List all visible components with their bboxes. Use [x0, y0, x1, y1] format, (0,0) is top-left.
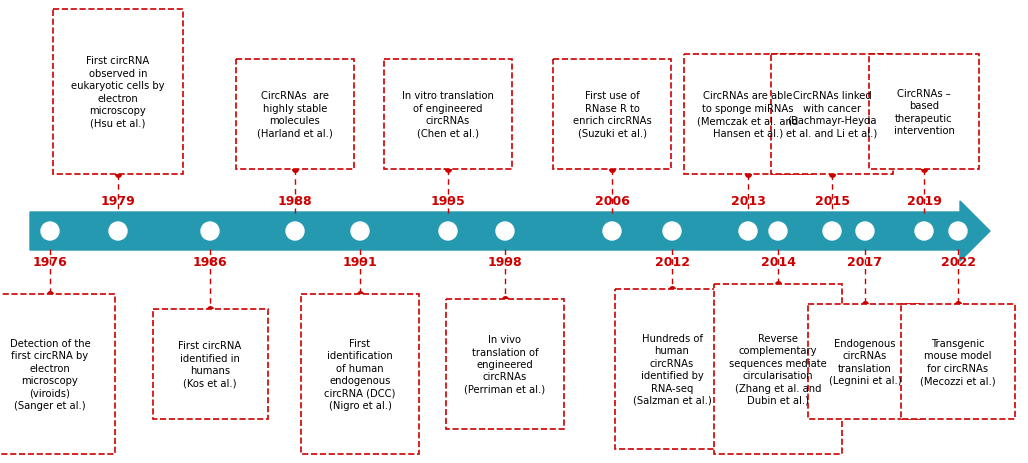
Text: Endogenous
circRNAs
translation
(Legnini et al.): Endogenous circRNAs translation (Legnini…	[829, 338, 902, 385]
Circle shape	[495, 223, 514, 240]
FancyBboxPatch shape	[869, 55, 979, 169]
FancyBboxPatch shape	[771, 55, 893, 175]
Text: CircRNAs are able
to sponge miRNAs
(Memczak et al. and
Hansen et al.): CircRNAs are able to sponge miRNAs (Memc…	[697, 91, 799, 138]
Circle shape	[194, 216, 226, 247]
Circle shape	[351, 223, 369, 240]
FancyBboxPatch shape	[384, 60, 512, 169]
FancyBboxPatch shape	[901, 304, 1015, 419]
FancyBboxPatch shape	[808, 304, 922, 419]
Text: In vitro translation
of engineered
circRNAs
(Chen et al.): In vitro translation of engineered circR…	[402, 91, 493, 138]
Circle shape	[915, 223, 933, 240]
Circle shape	[344, 216, 376, 247]
Circle shape	[739, 223, 757, 240]
Circle shape	[603, 223, 621, 240]
Circle shape	[849, 216, 881, 247]
Text: First
identification
of human
endogenous
circRNA (DCC)
(Nigro et al.): First identification of human endogenous…	[324, 338, 396, 410]
Text: CircRNAs linked
with cancer
(Bachmayr-Heyda
et al. and Li et al.): CircRNAs linked with cancer (Bachmayr-He…	[786, 91, 878, 138]
Text: 1995: 1995	[431, 194, 466, 207]
Circle shape	[34, 216, 66, 247]
FancyArrow shape	[30, 201, 990, 262]
Circle shape	[279, 216, 311, 247]
Text: 2022: 2022	[941, 256, 976, 269]
Circle shape	[109, 223, 127, 240]
Circle shape	[656, 216, 688, 247]
Circle shape	[286, 223, 304, 240]
FancyBboxPatch shape	[553, 60, 671, 169]
FancyBboxPatch shape	[53, 10, 183, 175]
Text: CircRNAs  are
highly stable
molecules
(Harland et al.): CircRNAs are highly stable molecules (Ha…	[257, 91, 333, 138]
Circle shape	[596, 216, 628, 247]
FancyBboxPatch shape	[152, 309, 267, 419]
Circle shape	[816, 216, 848, 247]
Text: 2006: 2006	[594, 194, 629, 207]
Text: 1988: 1988	[278, 194, 313, 207]
Text: Hundreds of
human
circRNAs
identified by
RNA-seq
(Salzman et al.): Hundreds of human circRNAs identified by…	[632, 333, 711, 405]
FancyBboxPatch shape	[236, 60, 354, 169]
FancyBboxPatch shape	[714, 284, 842, 454]
Text: First use of
RNase R to
enrich circRNAs
(Suzuki et al.): First use of RNase R to enrich circRNAs …	[573, 91, 652, 138]
Circle shape	[856, 223, 874, 240]
Text: Transgenic
mouse model
for circRNAs
(Mecozzi et al.): Transgenic mouse model for circRNAs (Mec…	[920, 338, 996, 385]
Circle shape	[769, 223, 787, 240]
Circle shape	[41, 223, 59, 240]
Text: 1986: 1986	[192, 256, 227, 269]
Text: CircRNAs –
based
therapeutic
intervention: CircRNAs – based therapeutic interventio…	[893, 89, 954, 136]
Circle shape	[439, 223, 457, 240]
FancyBboxPatch shape	[615, 289, 730, 449]
Circle shape	[823, 223, 841, 240]
Circle shape	[663, 223, 681, 240]
Text: First circRNA
identified in
humans
(Kos et al.): First circRNA identified in humans (Kos …	[179, 341, 242, 388]
FancyBboxPatch shape	[446, 300, 564, 429]
Circle shape	[908, 216, 940, 247]
Circle shape	[489, 216, 521, 247]
Text: 1998: 1998	[487, 256, 522, 269]
FancyBboxPatch shape	[684, 55, 812, 175]
Text: Detection of the
first circRNA by
electron
microscopy
(viroids)
(Sanger et al.): Detection of the first circRNA by electr…	[9, 338, 90, 410]
Circle shape	[942, 216, 974, 247]
Text: 1979: 1979	[101, 194, 136, 207]
Circle shape	[762, 216, 794, 247]
Text: First circRNA
observed in
eukaryotic cells by
electron
microscopy
(Hsu et al.): First circRNA observed in eukaryotic cel…	[71, 56, 164, 128]
Text: 1991: 1991	[342, 256, 377, 269]
Circle shape	[732, 216, 764, 247]
Text: 1976: 1976	[33, 256, 68, 269]
Text: 2017: 2017	[847, 256, 882, 269]
FancyBboxPatch shape	[301, 294, 419, 454]
Circle shape	[102, 216, 134, 247]
Text: 2014: 2014	[761, 256, 796, 269]
Circle shape	[201, 223, 219, 240]
FancyBboxPatch shape	[0, 294, 115, 454]
Circle shape	[432, 216, 464, 247]
Text: 2019: 2019	[907, 194, 942, 207]
Text: 2015: 2015	[814, 194, 849, 207]
Circle shape	[949, 223, 967, 240]
Text: 2013: 2013	[731, 194, 766, 207]
Text: 2012: 2012	[655, 256, 690, 269]
Text: In vivo
translation of
engineered
circRNAs
(Perriman et al.): In vivo translation of engineered circRN…	[465, 334, 546, 394]
Text: Reverse
complementary
sequences mediate
circularisation
(Zhang et al. and
Dubin : Reverse complementary sequences mediate …	[729, 333, 827, 405]
